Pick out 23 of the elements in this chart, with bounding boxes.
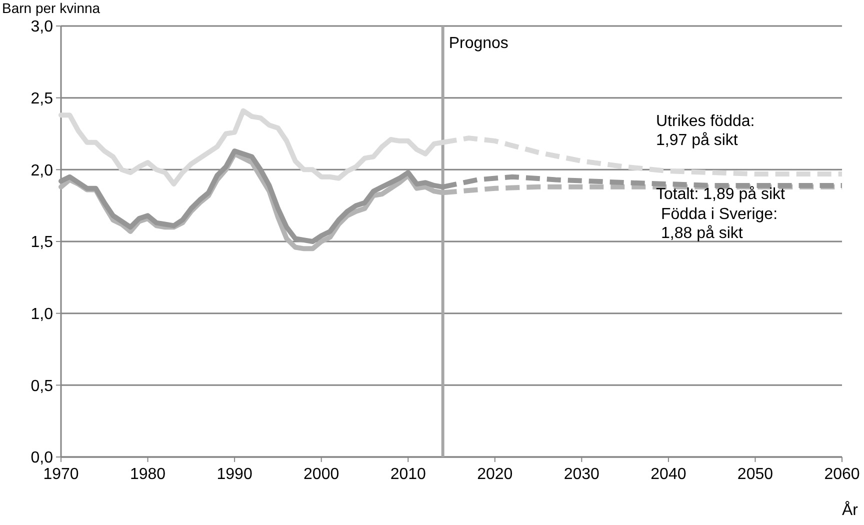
y-tick-label: 2,5: [30, 90, 54, 108]
x-tick-label: 2050: [737, 466, 774, 483]
x-tick-label: 2040: [650, 466, 686, 483]
x-tick-label: 2030: [564, 466, 600, 483]
x-tick-label: 2010: [390, 466, 426, 483]
y-tick-label: 1,0: [30, 306, 54, 323]
annotation: Födda i Sverige: 1,88 på sikt: [661, 206, 778, 242]
y-tick-label: 1,5: [30, 234, 54, 252]
y-tick-label: 2,0: [30, 162, 54, 180]
x-tick-label: 1970: [43, 466, 79, 483]
y-tick-label: 3,0: [30, 18, 54, 36]
ref-line-label: Prognos: [448, 35, 508, 52]
x-axis-title: År: [842, 501, 859, 519]
x-tick-label: 1980: [130, 466, 166, 483]
y-tick-label: 0,5: [30, 378, 54, 395]
x-tick-label: 1990: [216, 466, 252, 483]
x-tick-label: 2060: [824, 466, 860, 483]
annotation: Totalt: 1,89 på sikt: [656, 186, 786, 203]
annotation: Utrikes födda: 1,97 på sikt: [656, 113, 755, 149]
y-tick-label: 0,0: [30, 450, 54, 467]
x-tick-label: 2000: [304, 466, 340, 483]
x-tick-label: 2020: [477, 466, 513, 483]
y-axis-title: Barn per kvinna: [2, 0, 100, 16]
